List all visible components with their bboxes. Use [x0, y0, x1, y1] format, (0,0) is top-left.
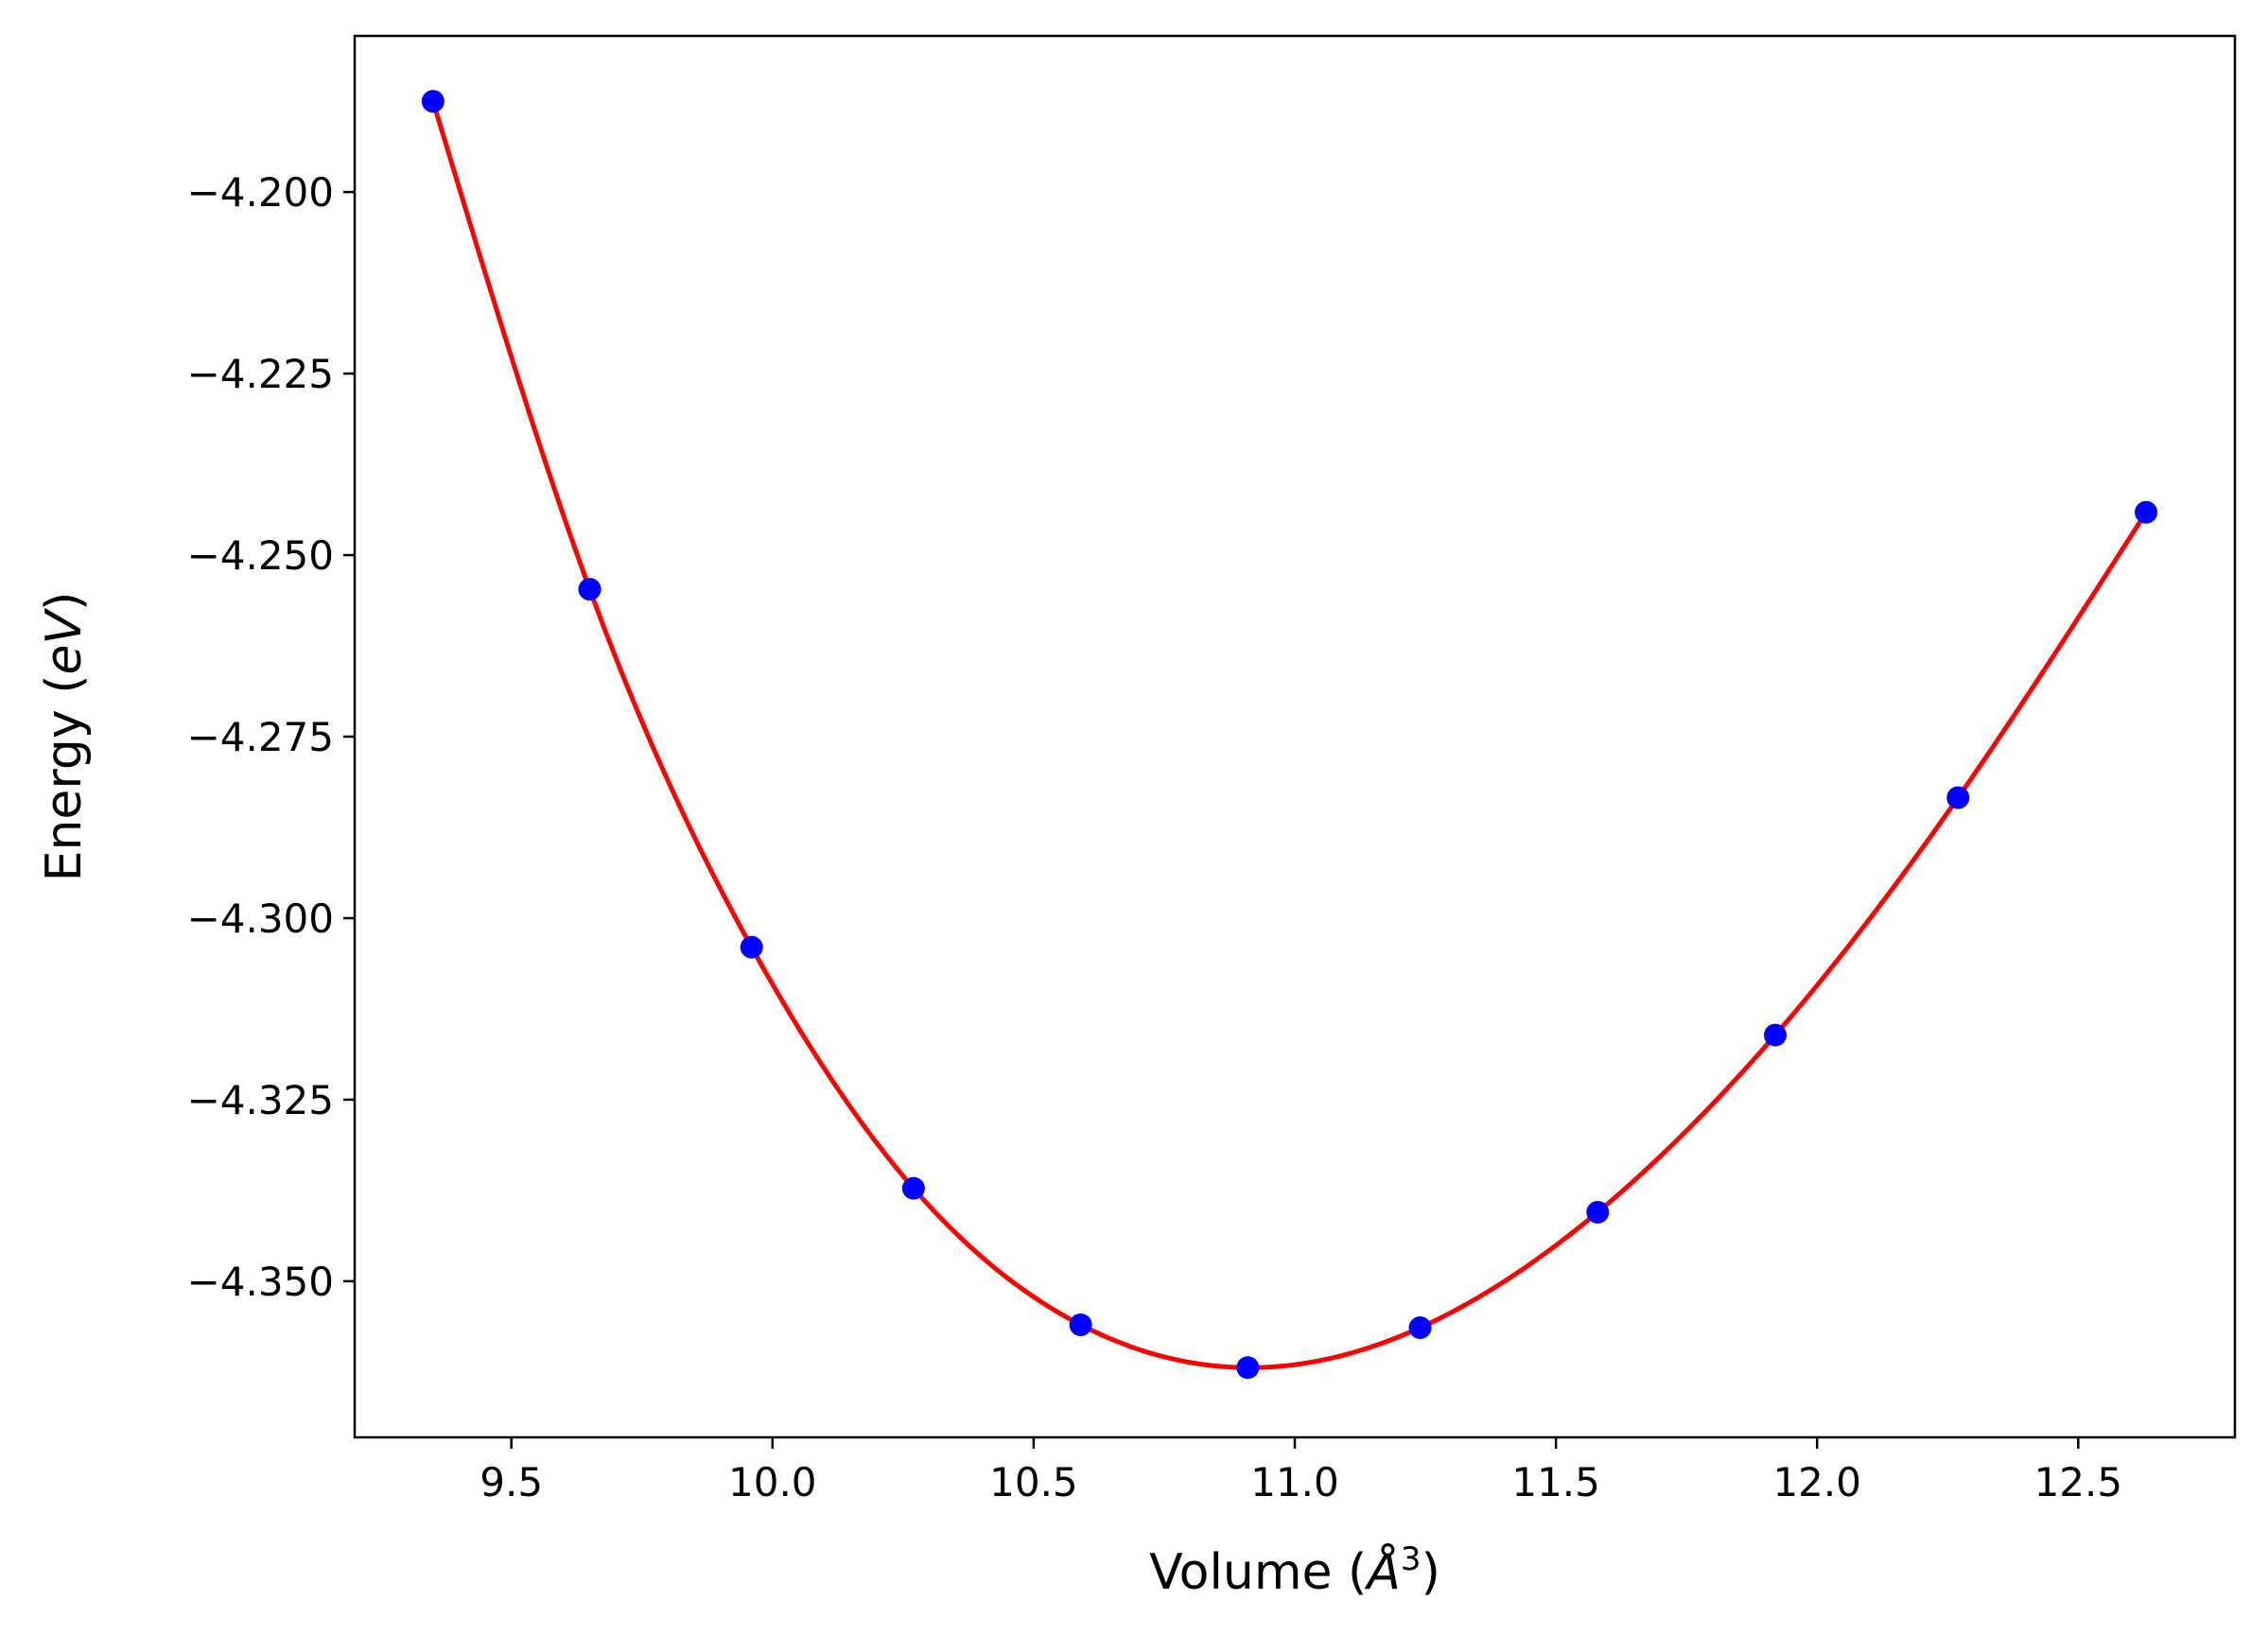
data-point [2135, 500, 2158, 524]
x-axis-ticks: 9.5 10.0 10.5 11.0 11.5 12.0 12.5 [480, 1437, 2122, 1505]
x-tick-label: 11.0 [1250, 1459, 1339, 1505]
data-point [740, 935, 763, 959]
y-tick-label: −4.200 [187, 169, 334, 216]
y-axis-ticks: −4.200 −4.225 −4.250 −4.275 −4.300 −4.325 −4.3… [187, 169, 355, 1305]
data-point [1586, 1200, 1610, 1224]
y-tick-label: −4.250 [187, 532, 334, 579]
y-tick-label: −4.300 [187, 896, 334, 942]
x-tick-label: 11.5 [1511, 1459, 1600, 1505]
data-point [1764, 1023, 1788, 1047]
data-point [421, 90, 445, 113]
data-points-layer [421, 90, 2158, 1380]
data-point [1236, 1356, 1260, 1380]
data-point [901, 1176, 925, 1200]
x-tick-label: 12.5 [2034, 1459, 2123, 1505]
data-point [1069, 1313, 1092, 1336]
x-tick-label: 12.0 [1772, 1459, 1861, 1505]
y-tick-label: −4.325 [187, 1077, 334, 1123]
y-tick-label: −4.275 [187, 714, 334, 760]
fit-curve-line [430, 100, 2149, 1370]
x-tick-label: 10.0 [728, 1459, 817, 1505]
fit-curve-layer [430, 100, 2149, 1370]
x-axis-label: Volume (Å3) [1149, 1540, 1440, 1601]
data-point [578, 578, 602, 601]
y-axis-label: Energy (eV) [36, 592, 93, 882]
data-point [1408, 1316, 1432, 1340]
x-tick-label: 10.5 [989, 1459, 1078, 1505]
data-point [1946, 786, 1970, 809]
y-tick-label: −4.350 [187, 1259, 334, 1305]
y-tick-label: −4.225 [187, 351, 334, 397]
x-tick-label: 9.5 [480, 1459, 543, 1505]
